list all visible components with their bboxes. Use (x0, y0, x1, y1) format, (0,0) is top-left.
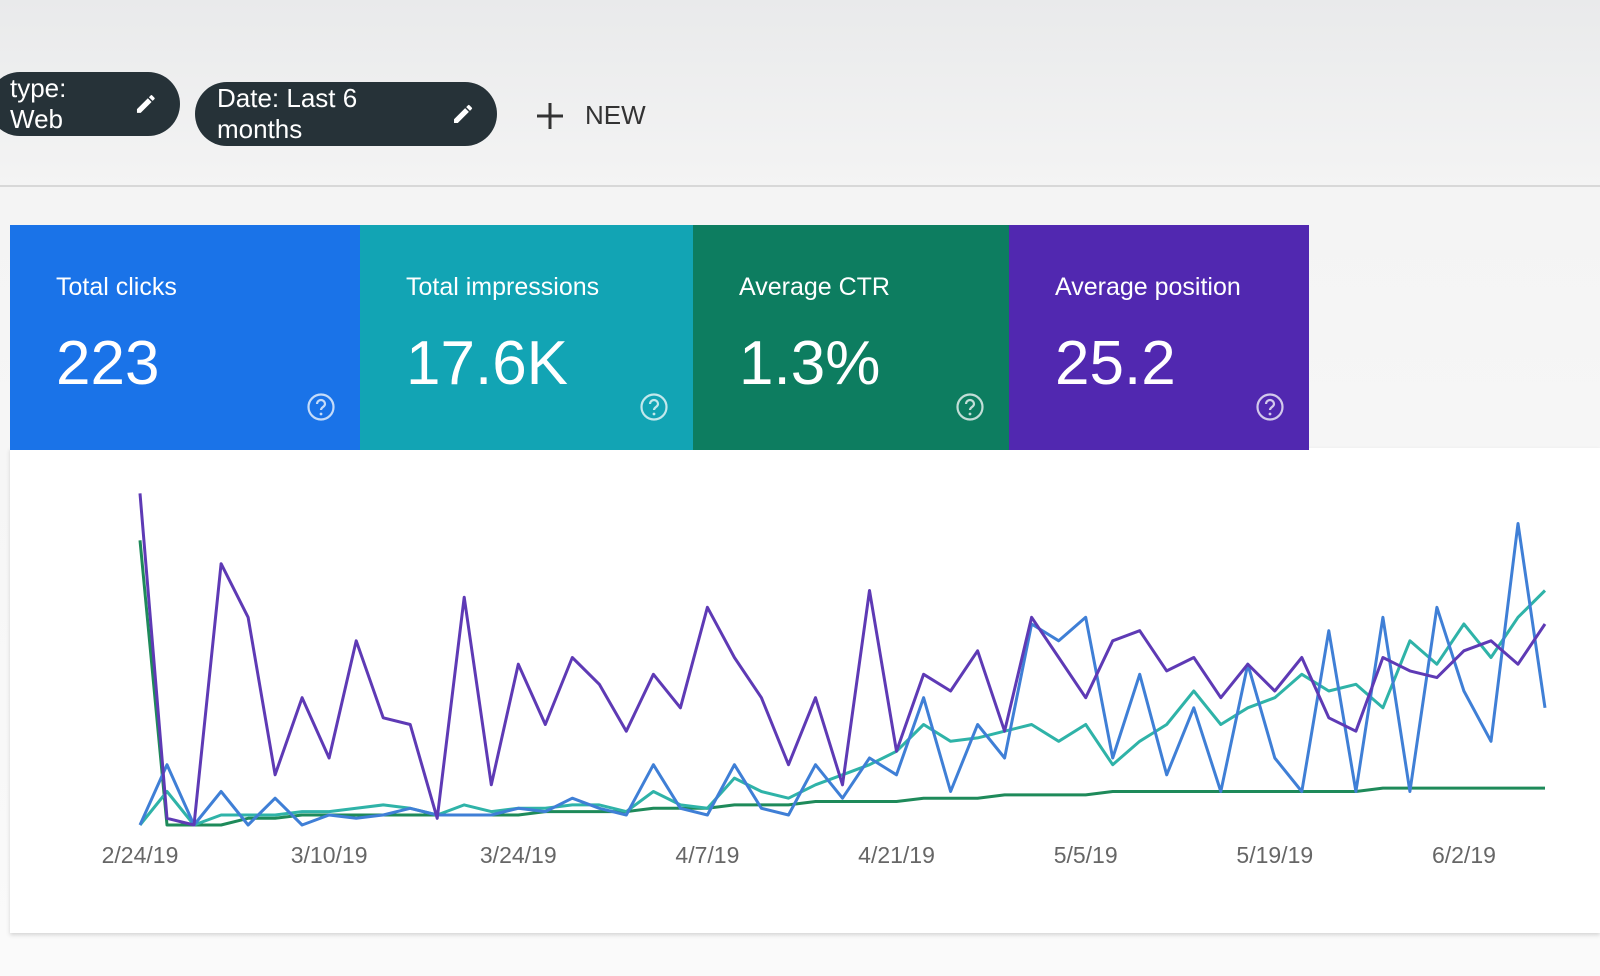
filter-chip[interactable]: Date: Last 6 months (195, 82, 497, 146)
x-tick-label: 5/5/19 (1054, 842, 1118, 868)
x-tick-label: 2/24/19 (102, 842, 179, 868)
metric-value: 25.2 (1055, 329, 1176, 398)
metric-value: 223 (56, 329, 160, 398)
help-icon[interactable] (1255, 392, 1285, 422)
metric-card[interactable]: Total clicks 223 (10, 225, 360, 450)
chip-label: Date: Last 6 months (217, 83, 358, 144)
metric-value: 17.6K (406, 329, 569, 398)
plus-icon (537, 102, 563, 129)
series-line (138, 589, 1547, 827)
chip-label: type: Web (10, 73, 67, 134)
x-tick-label: 6/2/19 (1432, 842, 1496, 868)
series-line (138, 493, 1547, 827)
edit-icon (137, 95, 156, 113)
help-icon[interactable] (639, 392, 669, 422)
help-icon[interactable] (306, 392, 336, 422)
x-tick-label: 5/19/19 (1236, 842, 1313, 868)
metric-label: Total impressions (406, 273, 600, 301)
x-tick-label: 4/21/19 (858, 842, 935, 868)
x-tick-label: 3/24/19 (480, 842, 557, 868)
series-line (138, 522, 1547, 827)
filter-chip[interactable]: type: Web (0, 72, 180, 136)
metric-card[interactable]: Average CTR 1.3% (693, 225, 1009, 450)
new-button[interactable]: NEW (535, 100, 646, 131)
new-label: NEW (585, 100, 646, 130)
edit-icon (453, 104, 472, 124)
x-tick-label: 3/10/19 (291, 842, 368, 868)
x-tick-label: 4/7/19 (675, 842, 739, 868)
metric-label: Total clicks (56, 273, 177, 301)
metric-label: Average CTR (739, 273, 890, 301)
metric-card[interactable]: Total impressions 17.6K (360, 225, 693, 450)
metric-label: Average position (1055, 273, 1241, 301)
divider (0, 185, 1600, 187)
metric-value: 1.3% (739, 329, 881, 398)
metric-cards: Total clicks 223 Total impressions 17.6K Ave… (10, 225, 1309, 450)
help-icon[interactable] (955, 392, 985, 422)
metric-card[interactable]: Average position 25.2 (1009, 225, 1309, 450)
